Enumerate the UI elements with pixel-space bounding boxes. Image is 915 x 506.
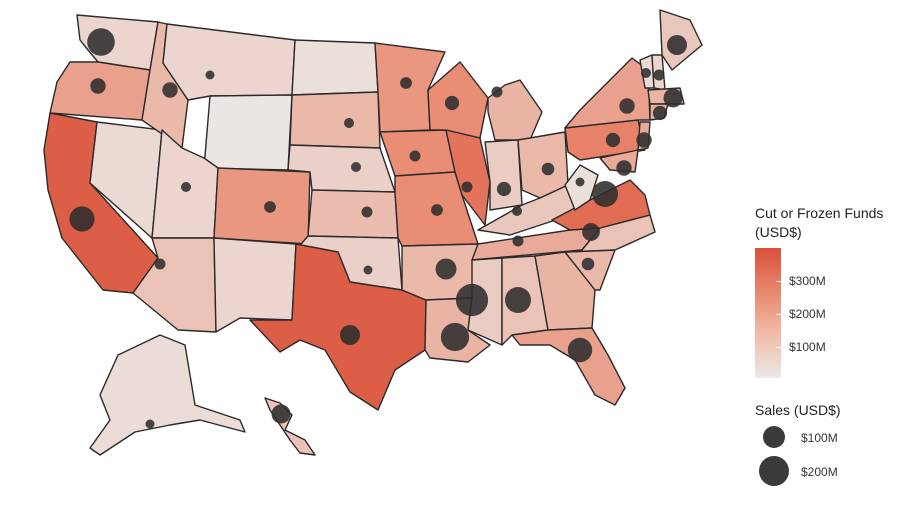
sales-bubble-tn xyxy=(512,235,524,247)
sales-bubble-sc xyxy=(581,257,595,271)
sales-bubble-pa xyxy=(605,132,621,148)
sales-bubble-fl xyxy=(567,337,593,363)
sales-bubble-va xyxy=(592,181,618,207)
state-il xyxy=(445,129,491,226)
sales-bubble-ak xyxy=(145,419,155,429)
sales-bubble-ca xyxy=(69,206,95,232)
sales-bubble-wv xyxy=(575,177,585,187)
sales-bubble-id xyxy=(162,82,178,98)
sales-bubble-ky xyxy=(512,206,522,216)
sales-bubble-nc xyxy=(582,223,600,241)
state-ks xyxy=(307,189,399,239)
us-map xyxy=(43,9,703,456)
sales-bubbles-layer xyxy=(69,28,687,429)
sales-bubble-sd xyxy=(344,118,354,128)
sales-bubble-in xyxy=(496,181,512,197)
size-legend-label-200: $200M xyxy=(801,465,838,479)
fill-legend-tickmark xyxy=(776,281,781,282)
sales-bubble-wi xyxy=(444,95,460,111)
sales-bubble-me xyxy=(667,35,687,55)
state-ak xyxy=(89,334,246,456)
sales-bubble-ne xyxy=(351,162,361,172)
state-ny xyxy=(564,57,651,129)
sales-bubble-tx xyxy=(340,325,360,345)
state-nd xyxy=(291,39,379,96)
sales-bubble-vt xyxy=(641,68,651,78)
sales-bubble-ct xyxy=(652,105,668,121)
sales-bubble-ks xyxy=(361,206,373,218)
sales-bubble-md xyxy=(616,160,632,176)
sales-bubble-mn xyxy=(400,77,412,89)
fill-legend: Cut or Frozen Funds (USD$) $300M $200M $… xyxy=(755,204,915,378)
fill-legend-title-line1: Cut or Frozen Funds xyxy=(755,205,884,221)
sales-bubble-hi xyxy=(271,404,291,424)
sales-bubble-la xyxy=(440,322,470,352)
sales-bubble-oh xyxy=(541,162,555,176)
sales-bubble-ar xyxy=(435,258,457,280)
fill-legend-tickmark xyxy=(776,347,781,348)
state-mt xyxy=(162,23,296,101)
fill-legend-tick-100: $100M xyxy=(789,340,826,354)
state-hi xyxy=(264,397,316,456)
fill-legend-tickmark xyxy=(776,314,781,315)
sales-bubble-il xyxy=(461,181,473,193)
size-legend-dot-100 xyxy=(763,426,785,448)
sales-bubble-al xyxy=(505,287,531,313)
sales-bubble-ut xyxy=(181,182,191,192)
sales-bubble-nh xyxy=(653,69,665,81)
fill-legend-colorbar xyxy=(755,248,781,378)
sales-bubble-ok xyxy=(363,265,373,275)
fill-legend-tick-200: $200M xyxy=(789,307,826,321)
size-legend-title: Sales (USD$) xyxy=(755,402,841,418)
state-wy xyxy=(203,94,293,171)
sales-bubble-ny xyxy=(619,98,635,114)
fill-legend-tick-300: $300M xyxy=(789,274,826,288)
size-legend-dot-200 xyxy=(759,456,789,486)
state-nm xyxy=(213,237,297,333)
sales-bubble-nj xyxy=(636,132,652,148)
sales-bubble-ms xyxy=(455,283,489,317)
sales-bubble-mo xyxy=(431,204,443,216)
state-shapes-layer xyxy=(43,9,703,456)
sales-bubble-wa xyxy=(87,28,115,56)
state-co xyxy=(213,167,311,245)
size-legend-label-100: $100M xyxy=(801,431,838,445)
sales-bubble-co xyxy=(264,201,276,213)
fill-legend-title-line2: (USD$) xyxy=(755,224,802,240)
sales-bubble-az xyxy=(154,258,166,270)
sales-bubble-or xyxy=(90,78,106,94)
sales-bubble-ia xyxy=(409,150,421,162)
size-legend: Sales (USD$) $100M $200M xyxy=(755,402,915,486)
state-fl xyxy=(511,327,626,406)
state-tx xyxy=(249,243,427,411)
sales-bubble-ma xyxy=(663,88,683,108)
state-sd xyxy=(289,91,381,149)
state-in xyxy=(484,139,523,211)
sales-bubble-mt xyxy=(205,70,215,80)
sales-bubble-mi xyxy=(491,86,503,98)
